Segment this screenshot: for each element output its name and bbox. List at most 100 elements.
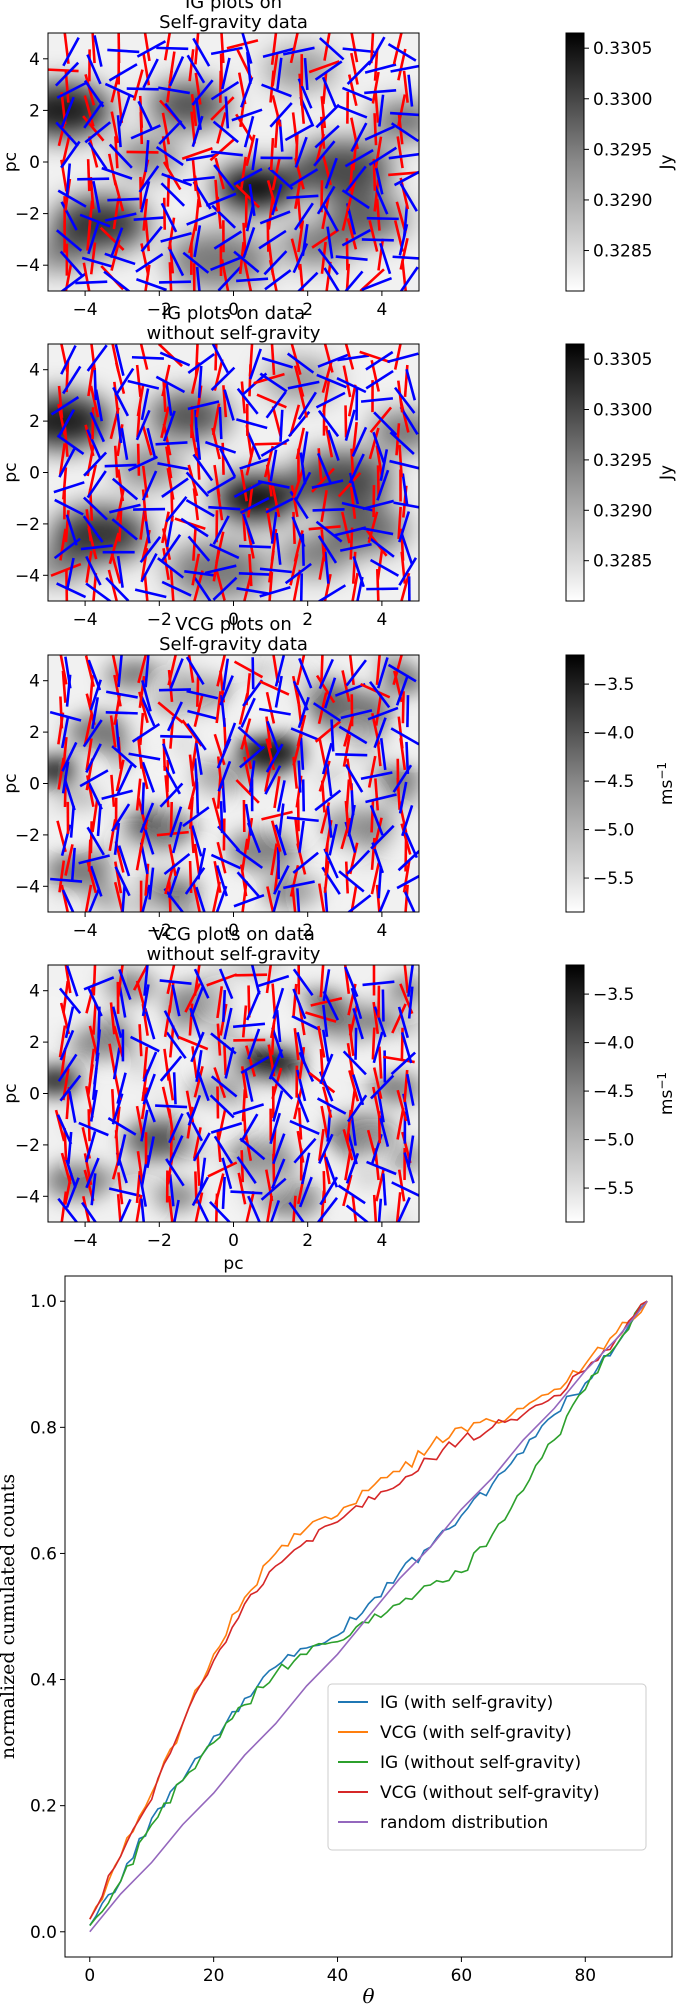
- map-panel-1: −4 −4 −2 −2 0 0 2 2 4 4 pc IG plots onSelf-gravity …: [1, 0, 677, 320]
- red-vector: [266, 219, 270, 252]
- blue-vector: [290, 727, 322, 742]
- blue-vector: [85, 1157, 100, 1189]
- blue-vector: [168, 56, 185, 87]
- red-vector: [259, 680, 290, 696]
- blue-vector: [140, 695, 156, 727]
- red-vector: [346, 758, 353, 791]
- blue-vector: [138, 165, 160, 193]
- red-vector: [62, 467, 68, 500]
- blue-vector: [60, 201, 78, 231]
- blue-vector: [69, 805, 75, 838]
- blue-vector: [239, 1137, 266, 1161]
- blue-vector: [283, 880, 315, 890]
- blue-vector: [269, 102, 293, 128]
- blue-vector: [233, 250, 260, 274]
- blue-vector: [360, 397, 394, 403]
- red-vector: [314, 720, 342, 743]
- blue-vector: [292, 988, 307, 1020]
- blue-vector: [364, 89, 397, 95]
- red-vector: [82, 1195, 91, 1222]
- red-vector: [136, 1151, 144, 1184]
- red-vector: [216, 655, 226, 687]
- blue-vector: [57, 1197, 79, 1222]
- blue-vector: [402, 205, 409, 238]
- x-tick-label: 0: [84, 1966, 95, 1986]
- blue-vector: [330, 719, 335, 752]
- red-vector: [293, 1028, 300, 1061]
- map-texture: [81, 1032, 112, 1052]
- blue-vector: [142, 58, 159, 89]
- blue-vector: [286, 816, 319, 823]
- blue-vector: [351, 426, 368, 458]
- blue-vector: [390, 64, 419, 73]
- blue-vector: [369, 804, 384, 836]
- blue-vector: [344, 148, 374, 168]
- blue-vector: [141, 782, 146, 815]
- red-vector: [161, 511, 170, 544]
- red-vector: [190, 405, 194, 439]
- blue-vector: [297, 391, 317, 421]
- blue-vector: [364, 125, 395, 141]
- blue-vector: [182, 175, 215, 182]
- blue-vector: [141, 884, 151, 912]
- blue-vector: [186, 211, 217, 226]
- blue-vector: [57, 408, 76, 439]
- red-vector: [163, 33, 172, 61]
- blue-vector: [321, 742, 333, 775]
- blue-vector: [350, 1113, 357, 1146]
- blue-vector: [93, 35, 103, 67]
- red-vector: [216, 1129, 222, 1163]
- blue-vector: [171, 984, 181, 1017]
- blue-vector: [141, 761, 155, 793]
- blue-vector: [221, 780, 226, 813]
- x-tick-label: 0: [228, 1231, 239, 1251]
- blue-vector: [211, 204, 237, 229]
- red-vector: [267, 242, 275, 275]
- red-vector: [291, 112, 299, 145]
- blue-vector: [161, 172, 193, 187]
- blue-vector: [167, 866, 181, 899]
- blue-vector: [286, 194, 319, 200]
- red-vector: [399, 177, 410, 210]
- red-vector: [350, 33, 359, 63]
- blue-vector: [321, 76, 337, 108]
- red-vector: [213, 464, 221, 497]
- red-vector: [371, 71, 380, 104]
- blue-vector: [90, 1173, 97, 1206]
- blue-vector: [126, 87, 159, 91]
- blue-vector: [146, 1136, 155, 1169]
- blue-vector: [184, 866, 206, 895]
- y-tick-label: 0.4: [30, 1671, 57, 1691]
- red-vector: [193, 570, 204, 601]
- blue-vector: [155, 375, 186, 394]
- y-tick-label: −2: [15, 1136, 40, 1156]
- blue-vector: [262, 47, 295, 59]
- blue-vector: [336, 377, 367, 394]
- blue-vector: [133, 507, 166, 511]
- blue-vector: [118, 1198, 132, 1222]
- red-vector: [196, 1153, 201, 1186]
- red-vector: [323, 344, 334, 373]
- blue-vector: [155, 1104, 188, 1109]
- blue-vector: [212, 576, 238, 601]
- blue-vector: [137, 100, 154, 131]
- blue-vector: [157, 86, 190, 95]
- blue-vector: [315, 103, 340, 129]
- red-vector: [367, 511, 379, 544]
- blue-vector: [318, 37, 345, 61]
- map-texture: [391, 735, 419, 754]
- red-vector: [90, 344, 96, 371]
- blue-vector: [221, 57, 231, 90]
- x-tick-label: 2: [302, 610, 313, 630]
- blue-vector: [316, 1097, 347, 1115]
- blue-vector: [367, 706, 399, 721]
- colorbar: [565, 32, 585, 292]
- blue-vector: [316, 185, 336, 215]
- blue-vector: [393, 386, 416, 414]
- blue-vector: [110, 803, 131, 832]
- red-vector: [403, 965, 409, 993]
- map-texture: [145, 735, 177, 751]
- blue-vector: [187, 400, 220, 411]
- panel-title-line-2: without self-gravity: [147, 944, 321, 965]
- blue-vector: [314, 60, 343, 81]
